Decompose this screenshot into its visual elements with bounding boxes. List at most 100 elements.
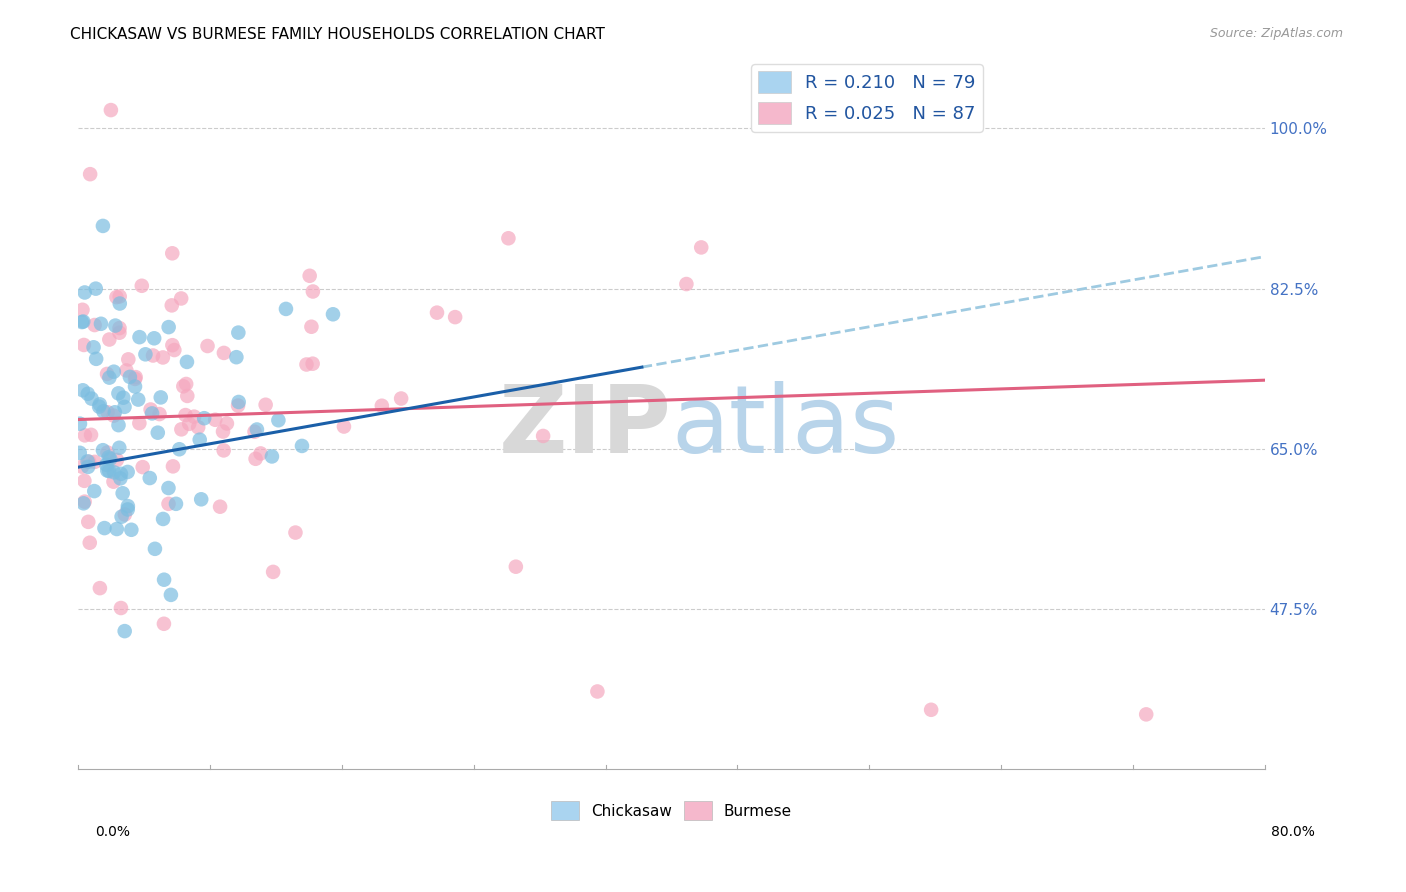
- Point: [531, 429, 554, 443]
- Point: [91, 443, 114, 458]
- Point: [193, 411, 215, 425]
- Point: [690, 240, 713, 254]
- Point: [76, 454, 98, 468]
- Point: [73, 428, 96, 442]
- Point: [174, 408, 197, 422]
- Point: [89, 581, 111, 595]
- Point: [89, 397, 111, 411]
- Point: [105, 290, 128, 304]
- Point: [172, 379, 194, 393]
- Point: [79, 167, 101, 181]
- Point: [93, 521, 115, 535]
- Point: [675, 277, 697, 291]
- Point: [103, 365, 125, 379]
- Point: [187, 420, 209, 434]
- Point: [301, 319, 323, 334]
- Point: [274, 301, 297, 316]
- Point: [72, 496, 94, 510]
- Point: [209, 500, 232, 514]
- Point: [127, 392, 149, 407]
- Point: [72, 314, 94, 328]
- Point: [84, 282, 107, 296]
- Point: [110, 471, 132, 485]
- Point: [117, 502, 139, 516]
- Point: [79, 535, 101, 549]
- Point: [226, 399, 249, 413]
- Point: [176, 355, 198, 369]
- Point: [115, 363, 138, 377]
- Point: [98, 451, 121, 466]
- Point: [267, 413, 290, 427]
- Point: [108, 296, 131, 310]
- Point: [228, 326, 250, 340]
- Point: [249, 446, 271, 460]
- Point: [96, 458, 118, 472]
- Point: [112, 391, 135, 405]
- Point: [143, 331, 166, 345]
- Point: [212, 425, 235, 439]
- Point: [131, 278, 153, 293]
- Point: [243, 425, 266, 439]
- Point: [83, 484, 105, 499]
- Point: [76, 386, 98, 401]
- Point: [108, 321, 131, 335]
- Point: [96, 367, 118, 381]
- Point: [228, 395, 250, 409]
- Point: [920, 703, 942, 717]
- Point: [142, 349, 165, 363]
- Point: [110, 601, 132, 615]
- Point: [212, 346, 235, 360]
- Point: [69, 446, 91, 460]
- Point: [83, 340, 105, 354]
- Point: [108, 326, 131, 340]
- Point: [97, 405, 120, 419]
- Point: [322, 307, 344, 321]
- Point: [162, 338, 184, 352]
- Point: [80, 392, 103, 406]
- Point: [80, 427, 103, 442]
- Point: [152, 351, 174, 365]
- Point: [1135, 707, 1157, 722]
- Point: [225, 350, 247, 364]
- Point: [97, 450, 120, 465]
- Point: [73, 285, 96, 300]
- Text: atlas: atlas: [672, 381, 900, 473]
- Point: [111, 486, 134, 500]
- Point: [498, 231, 520, 245]
- Point: [254, 398, 277, 412]
- Point: [70, 459, 93, 474]
- Point: [91, 219, 114, 233]
- Text: Source: ZipAtlas.com: Source: ZipAtlas.com: [1209, 27, 1343, 40]
- Point: [73, 338, 96, 352]
- Point: [169, 442, 191, 457]
- Text: 0.0%: 0.0%: [96, 825, 131, 839]
- Point: [149, 391, 172, 405]
- Point: [84, 351, 107, 366]
- Point: [90, 317, 112, 331]
- Point: [89, 400, 111, 414]
- Point: [212, 443, 235, 458]
- Point: [118, 370, 141, 384]
- Point: [586, 684, 609, 698]
- Point: [146, 425, 169, 440]
- Point: [389, 392, 412, 406]
- Point: [152, 512, 174, 526]
- Point: [96, 463, 118, 477]
- Point: [128, 416, 150, 430]
- Point: [107, 418, 129, 433]
- Point: [114, 508, 136, 522]
- Point: [104, 318, 127, 333]
- Point: [190, 492, 212, 507]
- Point: [298, 268, 321, 283]
- Point: [197, 339, 219, 353]
- Point: [160, 588, 183, 602]
- Point: [96, 445, 118, 459]
- Point: [163, 343, 186, 357]
- Point: [148, 407, 170, 421]
- Point: [444, 310, 467, 325]
- Point: [105, 522, 128, 536]
- Point: [134, 347, 156, 361]
- Point: [120, 523, 142, 537]
- Point: [131, 460, 153, 475]
- Point: [103, 465, 125, 479]
